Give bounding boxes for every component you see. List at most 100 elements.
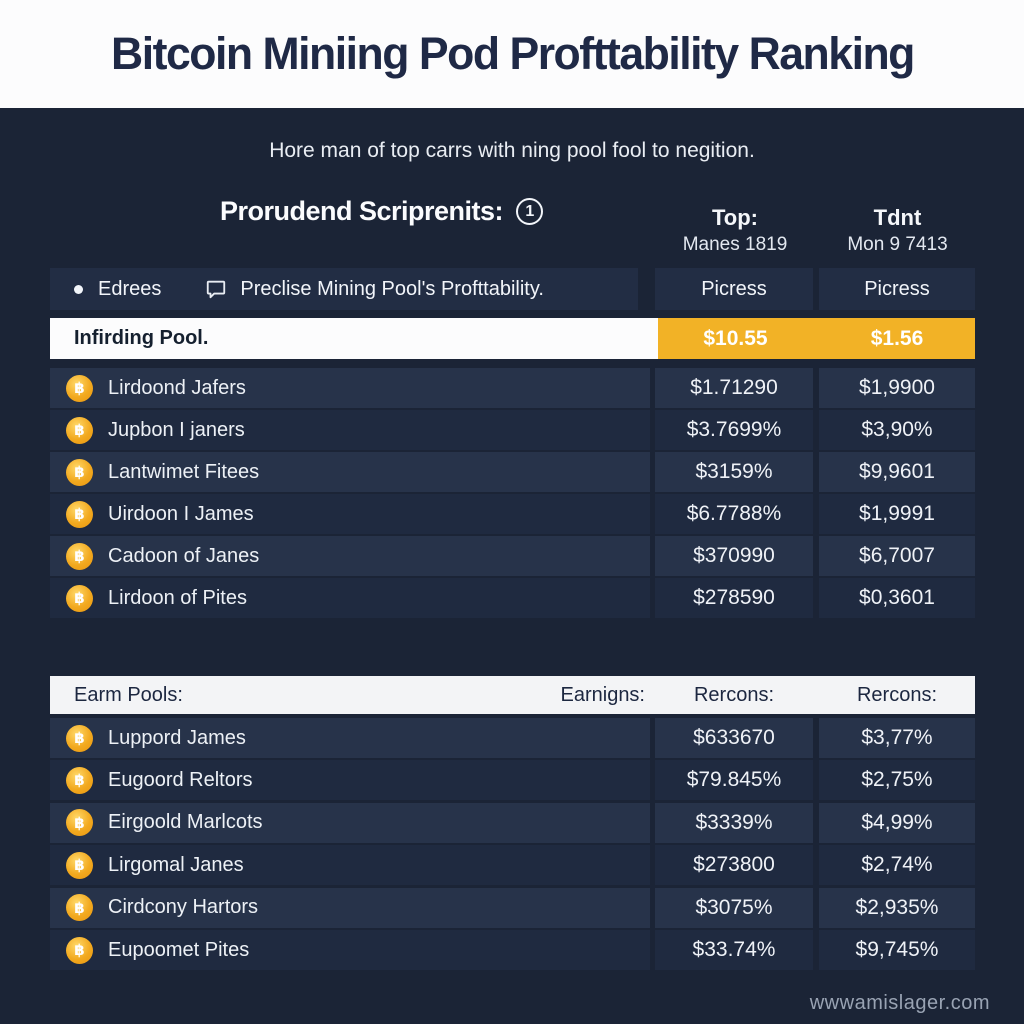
pool-name-cell: ฿ Eugoord Reltors (50, 760, 650, 801)
value-1: $33.74% (692, 938, 776, 961)
pool-name-cell: ฿ Lirdoon of Pites (50, 578, 650, 618)
value-cell-1: $370990 (655, 536, 813, 576)
column-sub-tdnt: Mon 9 7413 (847, 234, 948, 255)
value-2: $6,7007 (859, 544, 935, 567)
header-band: Bitcoin Miniing Pod Profttability Rankin… (0, 0, 1024, 108)
bitcoin-coin-icon: ฿ (66, 584, 93, 612)
pool-name: Jupbon I janers (108, 418, 245, 441)
value-cell-1: $33.74% (655, 930, 813, 970)
page-title: Bitcoin Miniing Pod Profttability Rankin… (110, 28, 915, 79)
bitcoin-coin-icon: ฿ (66, 542, 93, 570)
table2-header-pools: Earm Pools: (74, 684, 183, 706)
section-heading-text: Prorudend Scriprenits: (220, 196, 504, 226)
value-cell-1: $3.7699% (655, 410, 813, 450)
value-cell-1: $278590 (655, 578, 813, 618)
value-2: $9,745% (855, 938, 939, 961)
value-cell-2: $3,90% (819, 410, 975, 450)
speech-bubble-icon (205, 278, 227, 300)
value-cell-2: $2,935% (819, 887, 975, 928)
value-cell-2: $9,745% (819, 930, 975, 970)
value-cell-1: $3339% (655, 802, 813, 843)
bitcoin-coin-icon: ฿ (66, 936, 93, 964)
value-cell-2: $4,99% (819, 802, 975, 843)
value-2: $3,77% (861, 726, 933, 749)
table-row: ฿ Lirdoond Jafers $1.71290 $1,9900 (50, 368, 975, 408)
table-row: ฿ Cirdcony Hartors $3075% $2,935% (50, 887, 975, 928)
bitcoin-coin-icon: ฿ (66, 766, 93, 794)
value-cell-1: $6.7788% (655, 494, 813, 534)
pool-name-cell: ฿ Cirdcony Hartors (50, 887, 650, 928)
pool-name-cell: ฿ Eupoomet Pites (50, 930, 650, 970)
column-label-top: Top: (711, 205, 758, 230)
highlight-pool-name: Infirding Pool. (50, 318, 658, 359)
value-cell-2: $0,3601 (819, 578, 975, 618)
table2-header-rercons2: Rercons: (856, 684, 938, 706)
value-2: $0,3601 (859, 586, 935, 609)
table-row: ฿ Lirdoon of Pites $278590 $0,3601 (50, 578, 975, 618)
table-row: ฿ Luppord James $633670 $3,77% (50, 718, 975, 758)
bullet-dot-icon (74, 284, 83, 294)
column-label-tdnt: Tdnt (873, 205, 922, 230)
value-1: $3.7699% (686, 418, 782, 441)
table-row: ฿ Uirdoon I James $6.7788% $1,9991 (50, 494, 975, 534)
value-1: $3159% (695, 460, 773, 483)
bitcoin-coin-icon: ฿ (66, 458, 93, 486)
legend-row: Edrees Preclise Mining Pool's Profttabil… (50, 268, 638, 310)
value-cell-1: $633670 (655, 718, 813, 758)
value-2: $2,75% (861, 768, 933, 792)
value-cell-2: $1,9900 (819, 368, 975, 408)
subtitle: Hore man of top carrs with ning pool foo… (269, 139, 755, 162)
value-1: $3075% (695, 895, 773, 919)
pool-name-cell: ฿ Jupbon I janers (50, 410, 650, 450)
pool-name: Lantwimet Fitees (108, 460, 260, 483)
section-heading: Prorudend Scriprenits: 1 (220, 196, 544, 227)
value-1: $6.7788% (686, 502, 782, 525)
pool-name: Cirdcony Hartors (108, 896, 259, 919)
pool-name-cell: ฿ Uirdoon I James (50, 494, 650, 534)
bitcoin-coin-icon: ฿ (66, 374, 93, 402)
legend-note: Preclise Mining Pool's Profttability. (240, 277, 544, 300)
legend-label: Edrees (98, 277, 162, 300)
website-url: wwwamislager.com (809, 992, 990, 1014)
pool-name: Lirgomal Janes (108, 853, 244, 876)
bitcoin-coin-icon: ฿ (66, 809, 93, 837)
value-cell-1: $1.71290 (655, 368, 813, 408)
value-cell-1: $273800 (655, 845, 813, 886)
value-cell-1: $79.845% (655, 760, 813, 801)
value-2: $9,9601 (859, 460, 935, 483)
value-2: $1,9991 (859, 502, 935, 525)
pool-name: Cadoon of Janes (108, 544, 260, 567)
bitcoin-coin-icon: ฿ (66, 851, 93, 879)
pool-name-cell: ฿ Lantwimet Fitees (50, 452, 650, 492)
value-1: $370990 (693, 544, 775, 567)
pool-name-cell: ฿ Luppord James (50, 718, 650, 758)
table-row: ฿ Jupbon I janers $3.7699% $3,90% (50, 410, 975, 450)
table2-header-earnings: Earnigns: (560, 684, 646, 706)
value-cell-2: $1,9991 (819, 494, 975, 534)
table-row: ฿ Eirgoold Marlcots $3339% $4,99% (50, 802, 975, 843)
value-2: $2,935% (855, 895, 939, 919)
value-cell-2: $3,77% (819, 718, 975, 758)
value-cell-2: $2,74% (819, 845, 975, 886)
pool-name-cell: ฿ Cadoon of Janes (50, 536, 650, 576)
table2-header: Earm Pools: Earnigns: Rercons: Rercons: (50, 676, 975, 714)
pool-name: Lirdoond Jafers (108, 376, 246, 399)
pool-name: Eirgoold Marlcots (108, 811, 263, 834)
value-1: $1.71290 (690, 376, 778, 399)
value-2: $2,74% (861, 853, 933, 877)
value-cell-2: $6,7007 (819, 536, 975, 576)
pool-name-cell: ฿ Lirgomal Janes (50, 845, 650, 886)
column-sub-top: Manes 1819 (682, 234, 788, 255)
value-1: $79.845% (686, 768, 782, 792)
highlight-values: $10.55 $1.56 (658, 318, 975, 359)
pool-name-cell: ฿ Eirgoold Marlcots (50, 802, 650, 843)
value-cell-2: $2,75% (819, 760, 975, 801)
highlight-value-1: $10.55 (703, 326, 768, 350)
table-row: ฿ Cadoon of Janes $370990 $6,7007 (50, 536, 975, 576)
picress-header-2: Picress (819, 268, 975, 310)
value-cell-1: $3075% (655, 887, 813, 928)
value-2: $4,99% (861, 810, 933, 834)
pool-name-cell: ฿ Lirdoond Jafers (50, 368, 650, 408)
table-row: ฿ Lantwimet Fitees $3159% $9,9601 (50, 452, 975, 492)
info-number-badge: 1 (516, 198, 544, 225)
